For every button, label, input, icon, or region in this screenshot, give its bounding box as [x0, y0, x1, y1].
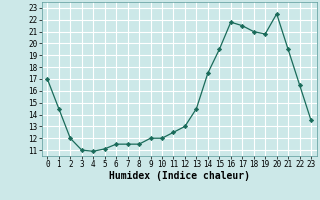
X-axis label: Humidex (Indice chaleur): Humidex (Indice chaleur): [109, 171, 250, 181]
